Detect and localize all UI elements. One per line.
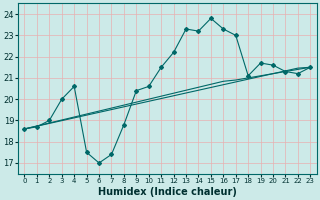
X-axis label: Humidex (Indice chaleur): Humidex (Indice chaleur): [98, 187, 237, 197]
